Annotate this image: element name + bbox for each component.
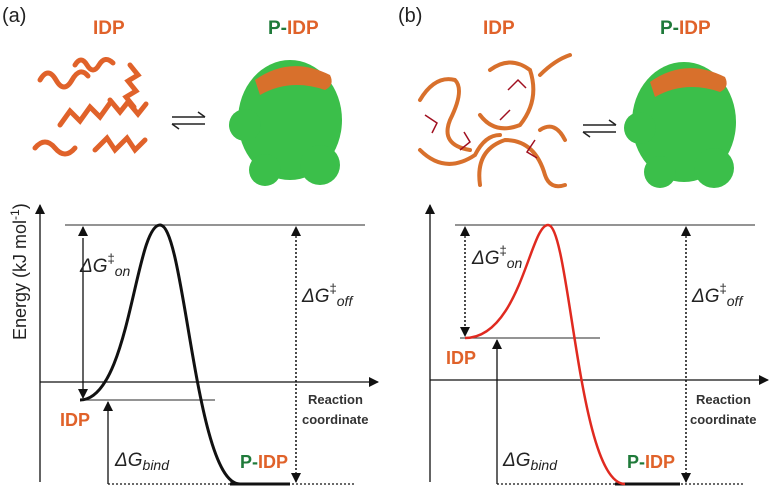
helices bbox=[32, 57, 149, 157]
pidp-title: P-IDP bbox=[660, 18, 711, 39]
sup: -1 bbox=[8, 209, 22, 220]
sub: off bbox=[727, 293, 745, 309]
base: ΔG bbox=[691, 286, 720, 307]
suffix: IDP bbox=[679, 18, 711, 39]
sub: off bbox=[337, 293, 355, 309]
energy-diagram bbox=[35, 204, 379, 486]
dagger: ‡ bbox=[330, 281, 337, 296]
y-axis-label: Energy (kJ mol-1) bbox=[8, 203, 30, 340]
protein bbox=[229, 60, 342, 186]
prefix: P- bbox=[240, 452, 258, 472]
prefix: P- bbox=[627, 452, 645, 472]
x-axis-label: coordinate bbox=[302, 412, 368, 427]
dg-off: ΔG‡off bbox=[301, 281, 354, 309]
suffix: IDP bbox=[645, 452, 675, 472]
pidp-title: P-IDP bbox=[268, 18, 319, 39]
protein bbox=[624, 62, 736, 188]
dagger: ‡ bbox=[720, 281, 727, 296]
sub: bind bbox=[531, 457, 559, 473]
dg-bind: ΔGbind bbox=[114, 450, 170, 473]
equilibrium-arrows bbox=[171, 111, 206, 130]
dg-bind: ΔGbind bbox=[502, 450, 558, 473]
idp-title: IDP bbox=[483, 18, 515, 39]
close: ) bbox=[10, 203, 30, 209]
x-axis-label: coordinate bbox=[690, 412, 756, 427]
prefix: P- bbox=[268, 18, 287, 39]
energy-diagram bbox=[425, 204, 769, 486]
base: ΔG bbox=[301, 286, 330, 307]
base: ΔG bbox=[114, 450, 143, 471]
x-axis-label: Reaction bbox=[308, 392, 363, 407]
pidp-level: P-IDP bbox=[240, 452, 288, 472]
equilibrium-arrows bbox=[582, 119, 617, 138]
base: ΔG bbox=[502, 450, 531, 471]
dg-on: ΔG‡on bbox=[471, 243, 523, 271]
side-chains bbox=[424, 78, 538, 159]
prefix: P- bbox=[660, 18, 679, 39]
base: ΔG bbox=[79, 256, 108, 277]
idp-level: IDP bbox=[446, 348, 476, 368]
dg-on: ΔG‡on bbox=[79, 251, 131, 279]
disordered-chains bbox=[418, 53, 572, 189]
idp-title: IDP bbox=[93, 18, 125, 39]
base: ΔG bbox=[471, 248, 500, 269]
panel-label: (b) bbox=[398, 5, 422, 27]
dagger: ‡ bbox=[500, 243, 507, 258]
x-axis-label: Reaction bbox=[696, 392, 751, 407]
text: Energy (kJ mol bbox=[10, 220, 30, 340]
suffix: IDP bbox=[258, 452, 288, 472]
pidp-level: P-IDP bbox=[627, 452, 675, 472]
idp-level: IDP bbox=[60, 410, 90, 430]
suffix: IDP bbox=[287, 18, 319, 39]
dg-off: ΔG‡off bbox=[691, 281, 744, 309]
panel-label: (a) bbox=[2, 5, 26, 27]
sub: on bbox=[507, 255, 523, 271]
dagger: ‡ bbox=[108, 251, 115, 266]
sub: bind bbox=[143, 457, 171, 473]
sub: on bbox=[115, 263, 131, 279]
